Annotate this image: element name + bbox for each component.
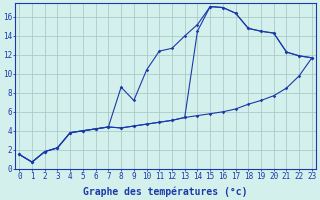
X-axis label: Graphe des températures (°c): Graphe des températures (°c)	[84, 187, 248, 197]
